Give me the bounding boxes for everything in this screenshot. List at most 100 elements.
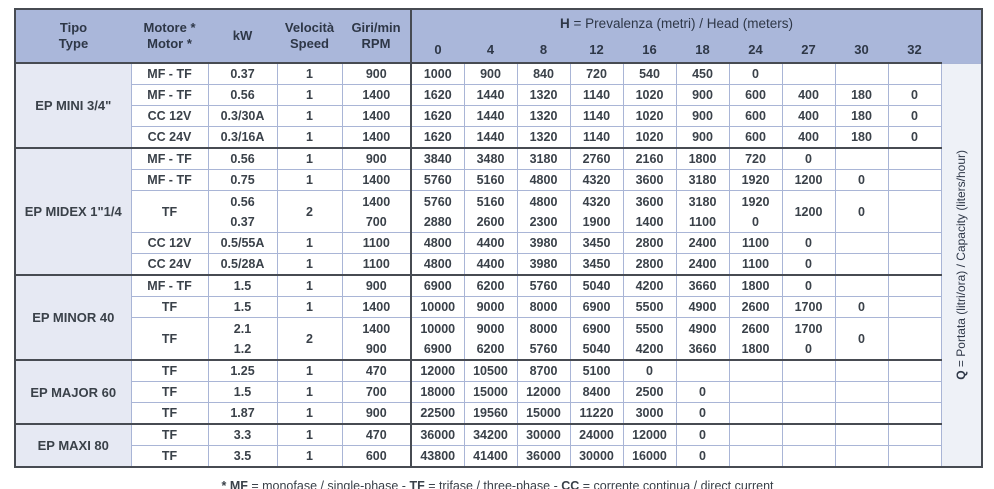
speed-cell: 1 — [276, 147, 343, 170]
data-cell-line: 1620 — [423, 88, 452, 102]
footnote: * MF = monofase / single-phase - TF = tr… — [14, 479, 981, 489]
data-cell: 5100 — [569, 359, 624, 382]
data-cell: 2400 — [675, 253, 730, 276]
data-cell: 1440 — [463, 105, 518, 127]
speed-cell: 1 — [276, 402, 343, 425]
table-row: CC 12V 0.5/55A 1 1100 4800 4400 3980 3450 2800 24… — [15, 232, 982, 254]
data-cell-line: 840 — [533, 67, 554, 81]
table-row: EP MAJOR 60 TF 1.25 1 470 12000 10500 8700 5100 0 — [14, 359, 982, 425]
data-cell: 0 — [781, 253, 836, 276]
rpm-cell: 1400 — [341, 296, 412, 318]
motor-cell: TF — [130, 423, 209, 446]
rpm-cell-line: 470 — [365, 428, 387, 442]
data-cell: 1620 — [410, 126, 465, 149]
kw-cell: 0.5/55A — [207, 232, 278, 254]
data-cell-line: 5760 — [529, 279, 558, 293]
data-cell: 6900 5040 — [569, 317, 624, 361]
data-cell: 12000 — [516, 381, 571, 403]
data-cell: 4200 — [622, 274, 677, 297]
data-cell-line: 720 — [745, 152, 766, 166]
data-cell — [781, 359, 836, 382]
data-cell — [781, 402, 836, 425]
data-cell: 1440 — [463, 126, 518, 149]
rpm-cell-line: 1400 — [362, 300, 391, 314]
data-cell: 400 — [781, 105, 836, 127]
data-cell: 4400 — [463, 232, 518, 254]
column-header-speed-en: Speed — [289, 36, 329, 51]
data-cell-line: 36000 — [526, 449, 561, 463]
head-value-cell: 30 — [835, 36, 888, 64]
data-cell-line: 12000 — [420, 364, 456, 378]
rpm-cell-line: 900 — [365, 341, 387, 356]
data-cell-line: 900 — [692, 88, 713, 102]
speed-cell: 1 — [276, 169, 343, 191]
motor-cell: TF — [130, 317, 209, 361]
table-header: Tipo Type Motore * Motor * kW Velocità S… — [15, 9, 983, 64]
data-cell-line: 24000 — [579, 428, 614, 442]
data-cell: 3180 1100 — [675, 190, 730, 233]
head-value-cell: 4 — [464, 36, 517, 64]
data-cell: 900 — [675, 84, 730, 106]
speed-cell: 1 — [276, 274, 343, 297]
data-cell-line: 6900 — [582, 300, 611, 314]
data-cell-line: 12000 — [526, 385, 561, 399]
data-cell: 36000 — [410, 423, 465, 446]
head-title-rest: = Prevalenza (metri) / Head (meters) — [569, 15, 793, 31]
data-cell-line: 3600 — [635, 194, 664, 209]
data-cell-line: 3660 — [688, 279, 717, 293]
data-cell-line: 0 — [752, 67, 759, 81]
rpm-cell: 1400 900 — [341, 317, 412, 361]
rpm-cell-line: 1400 — [362, 130, 391, 144]
data-cell-line: 1200 — [794, 204, 823, 219]
data-cell-line: 36000 — [420, 428, 456, 442]
data-cell-line: 4900 — [688, 300, 717, 314]
data-cell: 720 — [728, 147, 783, 170]
data-cell-line: 0 — [911, 130, 918, 144]
data-cell-line: 2800 — [635, 236, 664, 250]
data-cell: 8700 — [516, 359, 571, 382]
data-cell: 1320 — [516, 84, 571, 106]
rpm-cell: 1400 700 — [341, 190, 412, 233]
head-value-cell: 32 — [888, 36, 942, 64]
q-axis-label: Q = Portata (litri/ora) / Capacity (lite… — [951, 150, 971, 380]
data-cell: 8400 — [569, 381, 624, 403]
data-cell: 41400 — [463, 445, 518, 468]
data-cell-line: 600 — [745, 88, 766, 102]
table-row: TF 0.56 0.37 2 1400 700 5760 2880 5160 2600 4800 23… — [15, 190, 982, 233]
data-cell: 10000 6900 — [410, 317, 465, 361]
data-cell-line: 0 — [699, 449, 706, 463]
rpm-cell-line: 900 — [365, 279, 387, 293]
data-cell — [834, 147, 889, 170]
kw-cell-line: 0.5/28A — [220, 257, 265, 271]
motor-cell: TF — [130, 296, 209, 318]
data-cell-line: 1620 — [423, 130, 452, 144]
kw-cell-line: 0.5/55A — [220, 236, 265, 250]
speed-cell: 1 — [276, 84, 343, 106]
data-cell: 1700 0 — [781, 317, 836, 361]
data-cell: 4800 — [410, 232, 465, 254]
data-cell-line: 2500 — [635, 385, 664, 399]
data-cell: 600 — [728, 126, 783, 149]
head-value-cell: 18 — [676, 36, 729, 64]
data-cell-line: 1700 — [794, 300, 823, 314]
data-cell: 3980 — [516, 253, 571, 276]
data-cell — [834, 253, 889, 276]
data-cell-line: 1140 — [582, 109, 611, 123]
kw-cell: 3.5 — [207, 445, 278, 468]
data-cell-line: 5160 — [476, 173, 505, 187]
data-cell — [781, 423, 836, 446]
data-cell: 2600 1800 — [728, 317, 783, 361]
table-row: TF 1.5 1 1400 10000 9000 8000 6900 5500 4900 2600 1… — [15, 296, 982, 318]
motor-cell: MF - TF — [130, 84, 209, 106]
data-cell-line: 2160 — [635, 152, 664, 166]
head-meters-title: H = Prevalenza (metri) / Head (meters) — [409, 9, 942, 36]
data-cell: 0 — [887, 84, 942, 106]
data-cell-line: 2800 — [635, 257, 664, 271]
data-cell-line: 1000 — [423, 67, 452, 81]
data-cell — [781, 445, 836, 468]
data-cell — [887, 296, 942, 318]
kw-cell: 0.56 — [207, 147, 278, 170]
data-cell-line: 43800 — [420, 449, 456, 463]
motor-cell: TF — [130, 381, 209, 403]
